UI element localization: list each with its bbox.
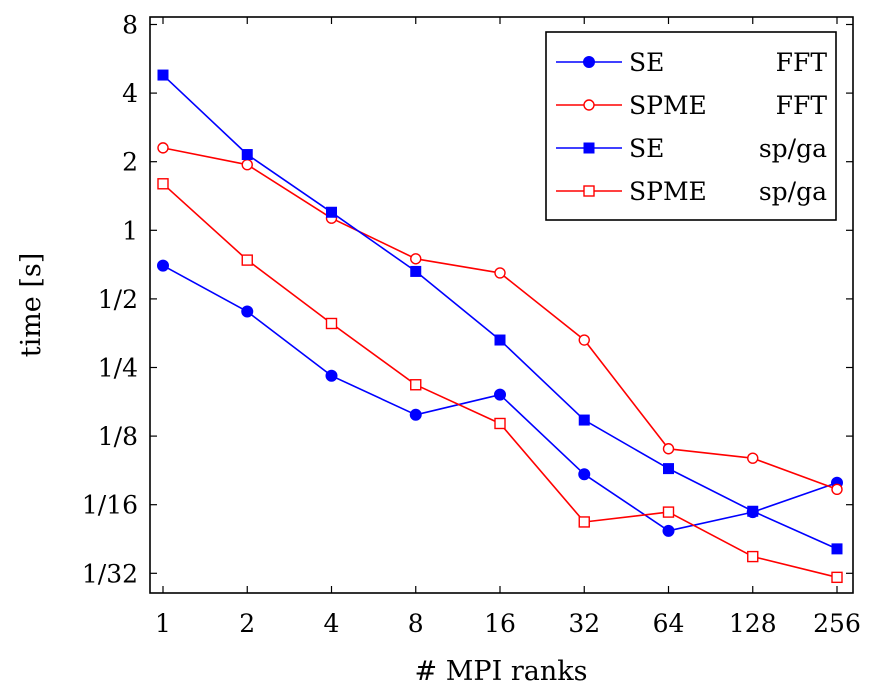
data-point-spme-sp-ga <box>325 317 338 330</box>
legend-label-method: SPME <box>629 177 707 206</box>
x-tick-label: 1 <box>155 609 171 638</box>
legend-label-kind: FFT <box>776 48 828 77</box>
data-point-spme-fft <box>241 159 253 171</box>
data-point-se-sp-ga <box>157 69 169 81</box>
data-point-spme-sp-ga <box>831 571 843 584</box>
y-tick-label: 1/8 <box>98 422 138 451</box>
y-tick-label: 1/16 <box>82 491 138 520</box>
y-tick-label: 1/4 <box>98 354 138 383</box>
data-point-se-sp-ga <box>494 334 506 346</box>
data-point-se-fft <box>494 388 506 401</box>
plot-markers <box>157 69 843 584</box>
data-point-spme-sp-ga <box>494 417 506 430</box>
data-point-se-sp-ga <box>410 265 422 277</box>
x-tick-label: 32 <box>568 609 600 638</box>
legend-label-method: SE <box>629 48 664 77</box>
data-point-se-fft <box>409 408 422 421</box>
x-axis-label: # MPI ranks <box>415 656 588 687</box>
legend-label-kind: sp/ga <box>759 134 827 163</box>
legend: SE FFT SPME FFT SE sp/ga SPME sp/ga <box>545 31 837 221</box>
data-point-spme-sp-ga <box>410 379 422 391</box>
legend-label-method: SE <box>629 134 664 163</box>
data-point-spme-sp-ga <box>662 506 675 518</box>
data-point-spme-fft <box>578 334 590 346</box>
data-point-spme-fft <box>157 142 169 154</box>
data-point-se-sp-ga <box>578 414 590 426</box>
series-line-spme-sp-ga <box>162 183 838 579</box>
data-point-spme-sp-ga <box>157 178 169 190</box>
data-point-spme-sp-ga <box>747 550 759 563</box>
legend-label-kind: FFT <box>776 91 828 120</box>
data-point-se-fft <box>241 305 254 318</box>
data-point-se-fft <box>578 468 591 481</box>
data-point-spme-fft <box>831 483 843 496</box>
data-point-spme-fft <box>494 267 506 279</box>
x-tick-label: 128 <box>729 609 777 638</box>
y-axis-ticks: 1/32 1/16 1/8 1/4 1/2 1 2 4 8 <box>82 11 853 588</box>
y-tick-label: 8 <box>122 11 138 40</box>
x-tick-label: 16 <box>484 609 516 638</box>
legend-label-kind: sp/ga <box>759 177 827 206</box>
data-point-spme-sp-ga <box>241 254 253 266</box>
data-point-se-sp-ga <box>241 149 253 161</box>
data-point-se-sp-ga <box>326 206 337 218</box>
y-tick-label: 4 <box>122 79 138 108</box>
x-axis-ticks: 1 2 4 8 16 32 64 128 256 <box>155 17 861 638</box>
legend-label-method: SPME <box>629 91 707 120</box>
legend-marker-spme-sp-ga <box>583 185 595 197</box>
legend-marker-se-sp-ga <box>583 142 595 154</box>
data-point-spme-sp-ga <box>578 516 590 528</box>
data-point-se-sp-ga <box>663 463 674 475</box>
y-axis-label: time [s] <box>16 253 47 358</box>
y-tick-label: 1/2 <box>98 285 138 314</box>
x-tick-label: 256 <box>813 609 861 638</box>
data-point-spme-fft <box>747 452 759 464</box>
data-point-se-fft <box>662 524 675 537</box>
data-point-se-fft <box>157 259 169 272</box>
data-point-se-sp-ga <box>747 505 759 517</box>
legend-marker-se-fft <box>583 56 595 68</box>
x-tick-label: 64 <box>653 609 685 638</box>
data-point-se-sp-ga <box>831 543 843 555</box>
data-point-spme-fft <box>662 443 675 455</box>
y-tick-label: 1 <box>122 216 138 245</box>
data-point-se-fft <box>325 369 338 382</box>
x-tick-label: 2 <box>239 609 255 638</box>
y-tick-label: 1/32 <box>82 559 138 588</box>
x-tick-label: 8 <box>408 609 424 638</box>
legend-marker-spme-fft <box>583 99 595 111</box>
plot-frame <box>149 16 854 594</box>
x-tick-label: 4 <box>324 609 340 638</box>
y-tick-label: 2 <box>122 148 138 177</box>
data-point-spme-fft <box>410 253 422 265</box>
